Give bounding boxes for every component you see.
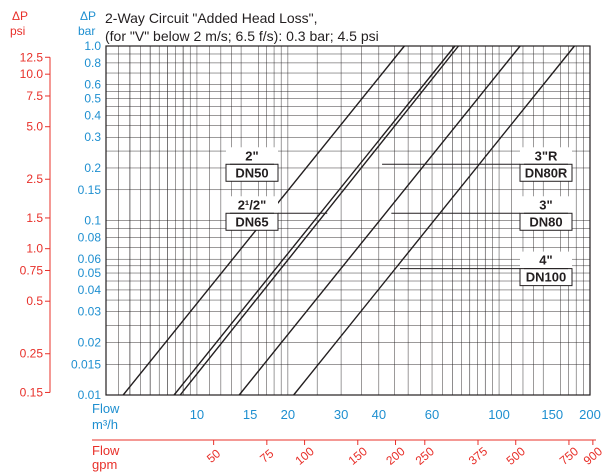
curve-3 — [238, 45, 521, 396]
series-label-size: 2¹/2" — [238, 197, 267, 212]
x-label-gpm-line1: Flow — [92, 443, 120, 458]
x-tick-label-gpm: 200 — [383, 444, 408, 468]
curve-1 — [173, 45, 456, 396]
series-label-dn: DN100 — [526, 270, 566, 285]
y-tick-label-bar: 0.05 — [78, 266, 102, 280]
y-tick-label-bar: 0.8 — [84, 56, 101, 70]
x-tick-label-gpm: 500 — [504, 444, 529, 468]
y-tick-label-bar: 0.08 — [78, 230, 102, 244]
chart-title: 2-Way Circuit "Added Head Loss", — [105, 10, 318, 26]
y-tick-label-psi: 0.5 — [26, 294, 43, 308]
x-tick-label-gpm: 75 — [257, 446, 276, 466]
series-label-size: 4" — [539, 253, 552, 268]
series-label-dn: DN80 — [529, 214, 562, 229]
y-tick-label-psi: 1.0 — [26, 242, 43, 256]
y-tick-label-psi: 5.0 — [26, 120, 43, 134]
series-label-size: 2" — [245, 148, 258, 163]
y-label-psi-line1: ΔP — [12, 9, 28, 23]
series-label-size: 3" — [539, 197, 552, 212]
series-label-frame — [519, 163, 573, 182]
y-tick-label-psi: 7.5 — [26, 89, 43, 103]
x-tick-label-m3h: 100 — [488, 407, 510, 422]
series-label-size: 3"R — [535, 148, 558, 163]
y-tick-label-bar: 0.1 — [84, 214, 101, 228]
y-tick-label-psi: 0.75 — [20, 263, 44, 277]
x-tick-label-gpm: 250 — [413, 444, 438, 468]
x-tick-label-m3h: 10 — [190, 407, 204, 422]
x-tick-label-m3h: 15 — [243, 407, 257, 422]
x-tick-label-gpm: 375 — [466, 444, 491, 468]
series-label-dn: DN80R — [525, 165, 568, 180]
y-tick-label-bar: 0.06 — [78, 252, 102, 266]
x-label-m3h-line1: Flow — [92, 401, 120, 416]
x-tick-label-gpm: 150 — [346, 444, 371, 468]
y-tick-label-psi: 12.5 — [20, 50, 44, 64]
x-label-m3h-line2: m³/h — [92, 417, 118, 432]
y-tick-label-bar: 0.3 — [84, 130, 101, 144]
y-tick-label-psi: 2.5 — [26, 172, 43, 186]
series-label-dn: DN65 — [235, 214, 268, 229]
y-tick-label-psi: 0.15 — [20, 385, 44, 399]
x-tick-label-m3h: 30 — [334, 407, 348, 422]
series-label-frame — [519, 268, 573, 287]
y-tick-label-bar: 0.5 — [84, 92, 101, 106]
y-tick-label-bar: 0.2 — [84, 161, 101, 175]
y-tick-label-bar: 0.01 — [78, 388, 102, 402]
x-tick-label-m3h: 60 — [425, 407, 439, 422]
grid — [105, 45, 591, 396]
series-label-frame — [225, 163, 279, 182]
series-label-frame — [225, 212, 279, 231]
y-label-bar-line1: ΔP — [80, 9, 96, 23]
series-label-dn: DN50 — [235, 165, 268, 180]
y-tick-label-bar: 0.015 — [71, 357, 101, 371]
y-tick-label-psi: 0.25 — [20, 347, 44, 361]
x-tick-label-gpm: 900 — [581, 444, 605, 468]
y-tick-label-bar: 0.02 — [78, 335, 102, 349]
chart-subtitle: (for "V" below 2 m/s; 6.5 f/s): 0.3 bar;… — [105, 28, 379, 44]
x-label-gpm-line2: gpm — [92, 457, 117, 472]
y-label-psi-line2: psi — [10, 24, 25, 38]
plot-frame — [105, 45, 591, 396]
series-label-frame — [519, 212, 573, 231]
x-tick-label-m3h: 20 — [281, 407, 295, 422]
x-tick-label-gpm: 750 — [557, 444, 582, 468]
x-tick-label-gpm: 50 — [204, 446, 223, 466]
series-labels: 2" DN50 2¹/2" DN65 3"R DN80R 3" DN80 4" DN100 — [225, 147, 573, 287]
y-tick-label-bar: 0.04 — [78, 283, 102, 297]
y-label-bar-line2: bar — [78, 24, 95, 38]
x-tick-label-gpm: 100 — [292, 444, 317, 468]
x-tick-label-m3h: 40 — [372, 407, 386, 422]
x-tick-label-m3h: 150 — [541, 407, 563, 422]
y-tick-label-bar: 0.6 — [84, 78, 101, 92]
curve-4 — [293, 45, 575, 396]
y-tick-label-psi: 1.5 — [26, 211, 43, 225]
y-tick-label-psi: 10.0 — [20, 67, 44, 81]
y-tick-label-bar: 0.15 — [78, 183, 102, 197]
y-tick-label-bar: 0.4 — [84, 108, 101, 122]
curve-2 — [179, 45, 460, 396]
y-tick-label-bar: 0.03 — [78, 305, 102, 319]
x-tick-label-m3h: 200 — [579, 407, 601, 422]
y-tick-label-bar: 1.0 — [84, 39, 101, 53]
